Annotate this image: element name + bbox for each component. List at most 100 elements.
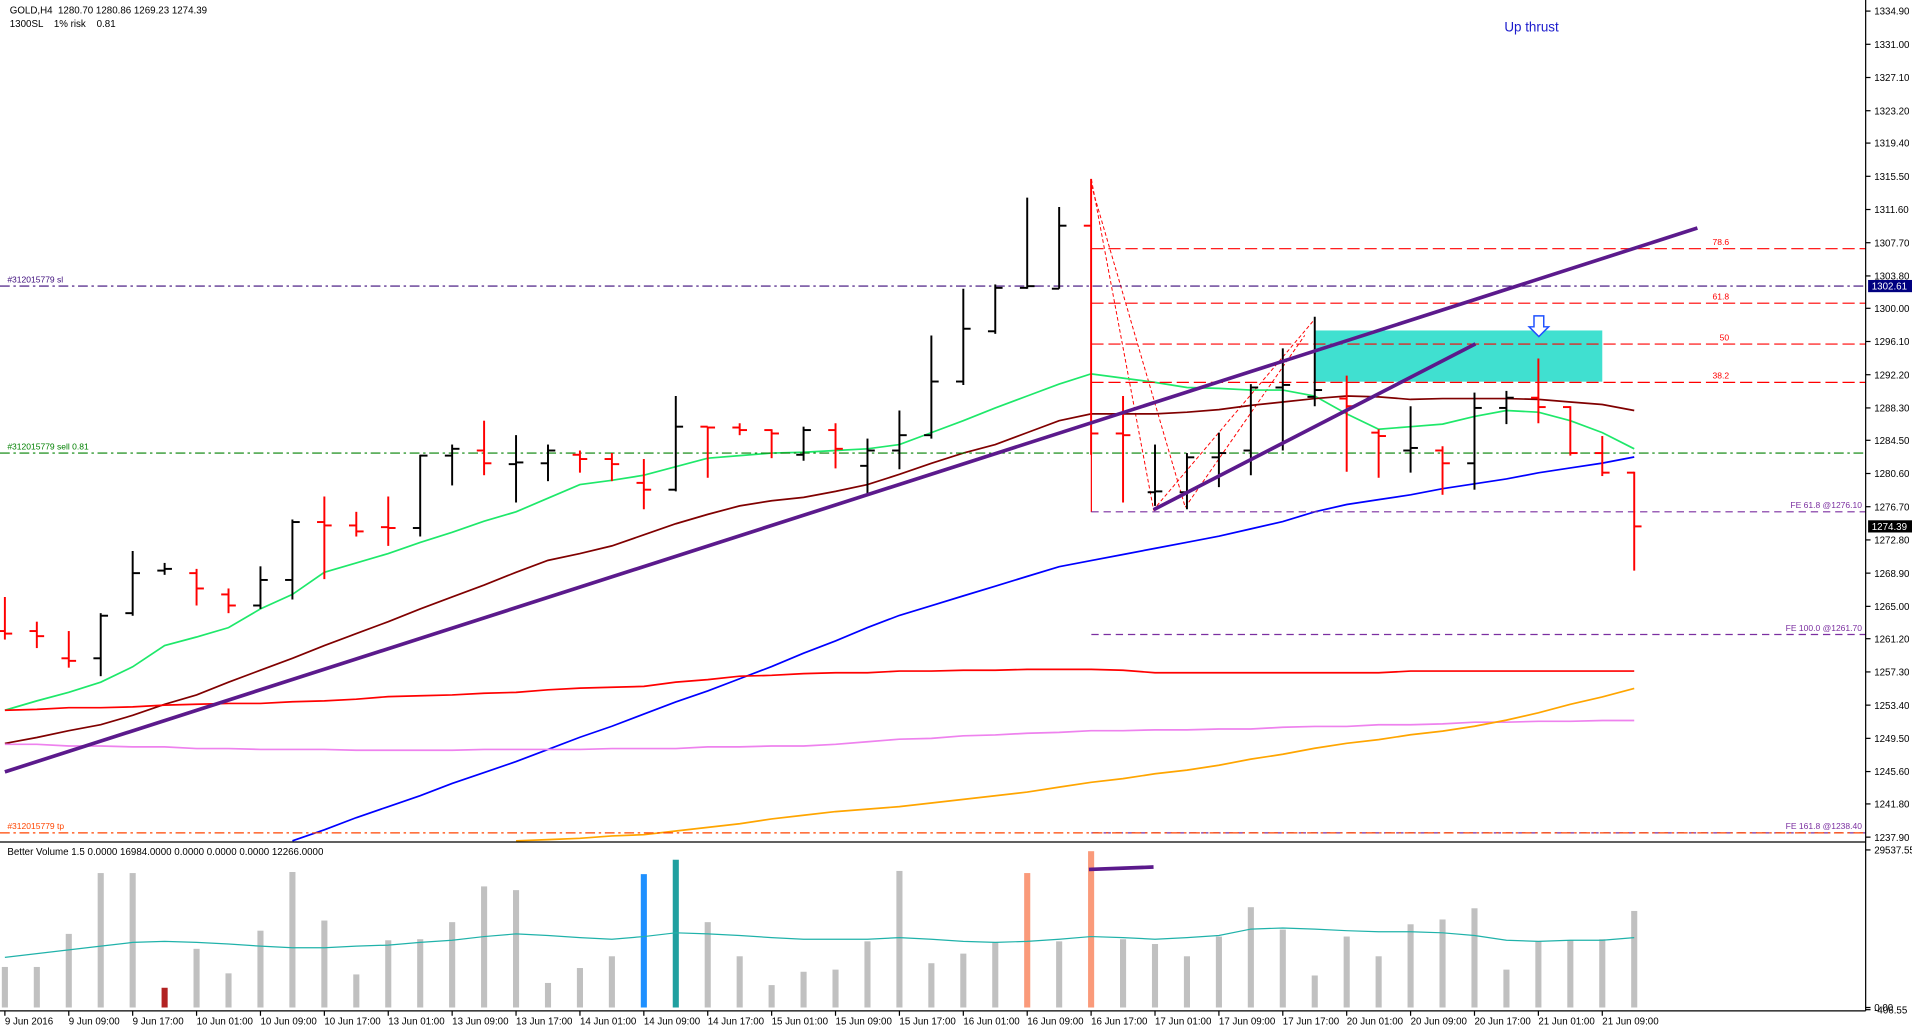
chart-title: GOLD,H4 1280.70 1280.86 1269.23 1274.39	[10, 5, 207, 16]
volume-bar	[960, 953, 967, 1008]
volume-bar	[544, 982, 552, 1008]
x-tick-label: 21 Jun 01:00	[1538, 1016, 1595, 1027]
volume-bar	[1343, 936, 1350, 1008]
moving-average	[516, 687, 1635, 842]
x-tick-label: 14 Jun 09:00	[644, 1016, 701, 1027]
x-tick-label: 17 Jun 17:00	[1283, 1016, 1340, 1027]
level-label: #312015779 tp	[7, 821, 64, 831]
price-tag-label: 1274.39	[1872, 522, 1907, 533]
x-tick-label: 16 Jun 09:00	[1027, 1016, 1084, 1027]
volume-bar	[1439, 919, 1446, 1008]
drawings-back	[1090, 179, 1603, 513]
y-tick-label: 1288.30	[1874, 404, 1910, 415]
volume-bar	[417, 939, 424, 1008]
volume-bar	[321, 920, 328, 1008]
volume-bar	[1151, 944, 1159, 1008]
price-tag	[1868, 520, 1912, 533]
volume-bar	[992, 942, 999, 1008]
volume-bar	[768, 985, 775, 1008]
trend-line	[1152, 342, 1477, 512]
y-tick-label: 1276.70	[1874, 502, 1910, 513]
x-tick-label: 10 Jun 01:00	[197, 1016, 254, 1027]
y-tick-label: 1323.20	[1874, 106, 1910, 117]
x-tick-label: 10 Jun 17:00	[324, 1016, 381, 1027]
y-tick-label: 1253.40	[1874, 701, 1910, 712]
volume-bar	[449, 922, 456, 1008]
volume-bar	[1, 966, 8, 1008]
volume-bar	[608, 956, 615, 1008]
volume-bar	[928, 963, 935, 1008]
x-tick-label: 13 Jun 09:00	[452, 1016, 509, 1027]
volume-bar	[289, 872, 296, 1008]
level-label: 78.6	[1713, 237, 1730, 247]
volume-bar	[1471, 908, 1478, 1008]
y-tick-label: 1261.20	[1874, 634, 1910, 645]
volume-bar	[800, 971, 807, 1008]
x-tick-label: 20 Jun 09:00	[1411, 1016, 1468, 1027]
price-tag-label: 1302.61	[1872, 282, 1907, 293]
y-tick-label: 1265.00	[1874, 602, 1910, 613]
volume-bar	[1088, 851, 1095, 1008]
volume-bar	[672, 859, 679, 1008]
y-tick-label: 1334.90	[1874, 7, 1910, 18]
x-tick-label: 15 Jun 17:00	[899, 1016, 956, 1027]
volume-bar	[129, 873, 136, 1008]
x-tick-label: 9 Jun 2016	[5, 1016, 53, 1027]
y-tick-label: 1245.60	[1874, 767, 1910, 778]
volume-bar	[1056, 941, 1063, 1008]
y-tick-label: 1268.90	[1874, 569, 1910, 580]
x-tick-label: 16 Jun 17:00	[1091, 1016, 1148, 1027]
x-tick-label: 16 Jun 01:00	[963, 1016, 1020, 1027]
volume-bar	[1503, 969, 1510, 1008]
y-tick-label: 1303.80	[1874, 272, 1910, 283]
y-tick-label: 1292.20	[1874, 370, 1910, 381]
x-tick-label: 14 Jun 01:00	[580, 1016, 637, 1027]
volume-bar	[1311, 975, 1318, 1008]
x-tick-label: 9 Jun 17:00	[133, 1016, 185, 1027]
volume-bar	[1183, 956, 1191, 1008]
y-tick-label: 1284.50	[1874, 436, 1910, 447]
volume-bar	[704, 922, 711, 1008]
x-tick-label: 20 Jun 01:00	[1347, 1016, 1404, 1027]
volume-bar	[1407, 924, 1414, 1008]
fib-zigzag	[1090, 179, 1315, 511]
moving-average	[4, 668, 1635, 712]
volume-bar	[193, 948, 200, 1008]
level-label: 61.8	[1713, 292, 1730, 302]
y-tick-label: 0.00	[1874, 1003, 1894, 1014]
price-tag	[1868, 279, 1912, 293]
plot: 78.6 61.8 50 38.2 FE 61.8 @1276.10 FE 100.0 @…	[0, 178, 1866, 1008]
volume-bar	[576, 968, 583, 1008]
volume-bar	[896, 870, 903, 1008]
x-tick-label: 10 Jun 09:00	[260, 1016, 317, 1027]
x-tick-label: 20 Jun 17:00	[1474, 1016, 1531, 1027]
volume-title: Better Volume 1.5 0.0000 16984.0000 0.00…	[7, 847, 324, 858]
y-tick-label: 1331.00	[1874, 40, 1910, 51]
volume-bar	[1247, 907, 1254, 1008]
volume-bar	[512, 890, 520, 1008]
volume-bar	[640, 874, 647, 1008]
x-tick-label: 21 Jun 09:00	[1602, 1016, 1659, 1027]
volume-bar	[257, 930, 264, 1008]
volume-bar	[1375, 956, 1382, 1008]
y-tick-label: 1307.70	[1874, 238, 1910, 249]
y-tick-label: 1319.40	[1874, 139, 1910, 150]
volume-bar	[1024, 873, 1031, 1008]
volume-bar	[65, 933, 72, 1008]
volume-bar	[1599, 939, 1606, 1008]
volume-bar	[864, 941, 871, 1008]
x-tick-label: 14 Jun 17:00	[708, 1016, 765, 1027]
y-tick-label: 1300.00	[1874, 304, 1910, 315]
volume-average	[4, 927, 1635, 958]
trend-line	[4, 226, 1698, 774]
moving-average	[292, 456, 1635, 842]
volume-trend-line	[1088, 865, 1154, 872]
moving-average	[4, 719, 1635, 752]
x-tick-label: 15 Jun 09:00	[836, 1016, 893, 1027]
level-label: FE 100.0 @1261.70	[1786, 623, 1863, 633]
volume-bar	[1279, 929, 1286, 1008]
x-tick-label: 15 Jun 01:00	[772, 1016, 829, 1027]
y-tick-label: 1249.50	[1874, 734, 1910, 745]
